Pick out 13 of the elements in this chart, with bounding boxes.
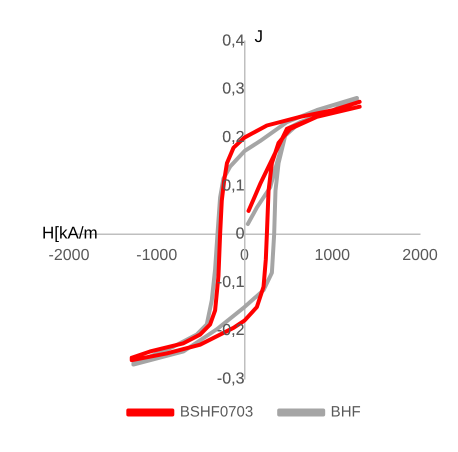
y-tick-label: 0,3 — [222, 80, 245, 98]
x-tick-label: -1000 — [136, 247, 178, 264]
y-tick-label: 0,4 — [222, 32, 245, 50]
y-tick-label: 0,2 — [222, 128, 245, 146]
legend-label: BSHF0703 — [180, 404, 254, 421]
x-tick-label: 2000 — [402, 247, 438, 264]
y-axis-title: J — [254, 27, 263, 46]
x-axis-title: H[kA/m — [42, 223, 98, 242]
y-tick-label: -0,3 — [216, 370, 245, 388]
y-tick-label: 0 — [236, 226, 245, 243]
x-tick-label: 1000 — [314, 247, 350, 264]
legend-label: BHF — [330, 404, 361, 421]
x-tick-label: -2000 — [48, 247, 90, 264]
